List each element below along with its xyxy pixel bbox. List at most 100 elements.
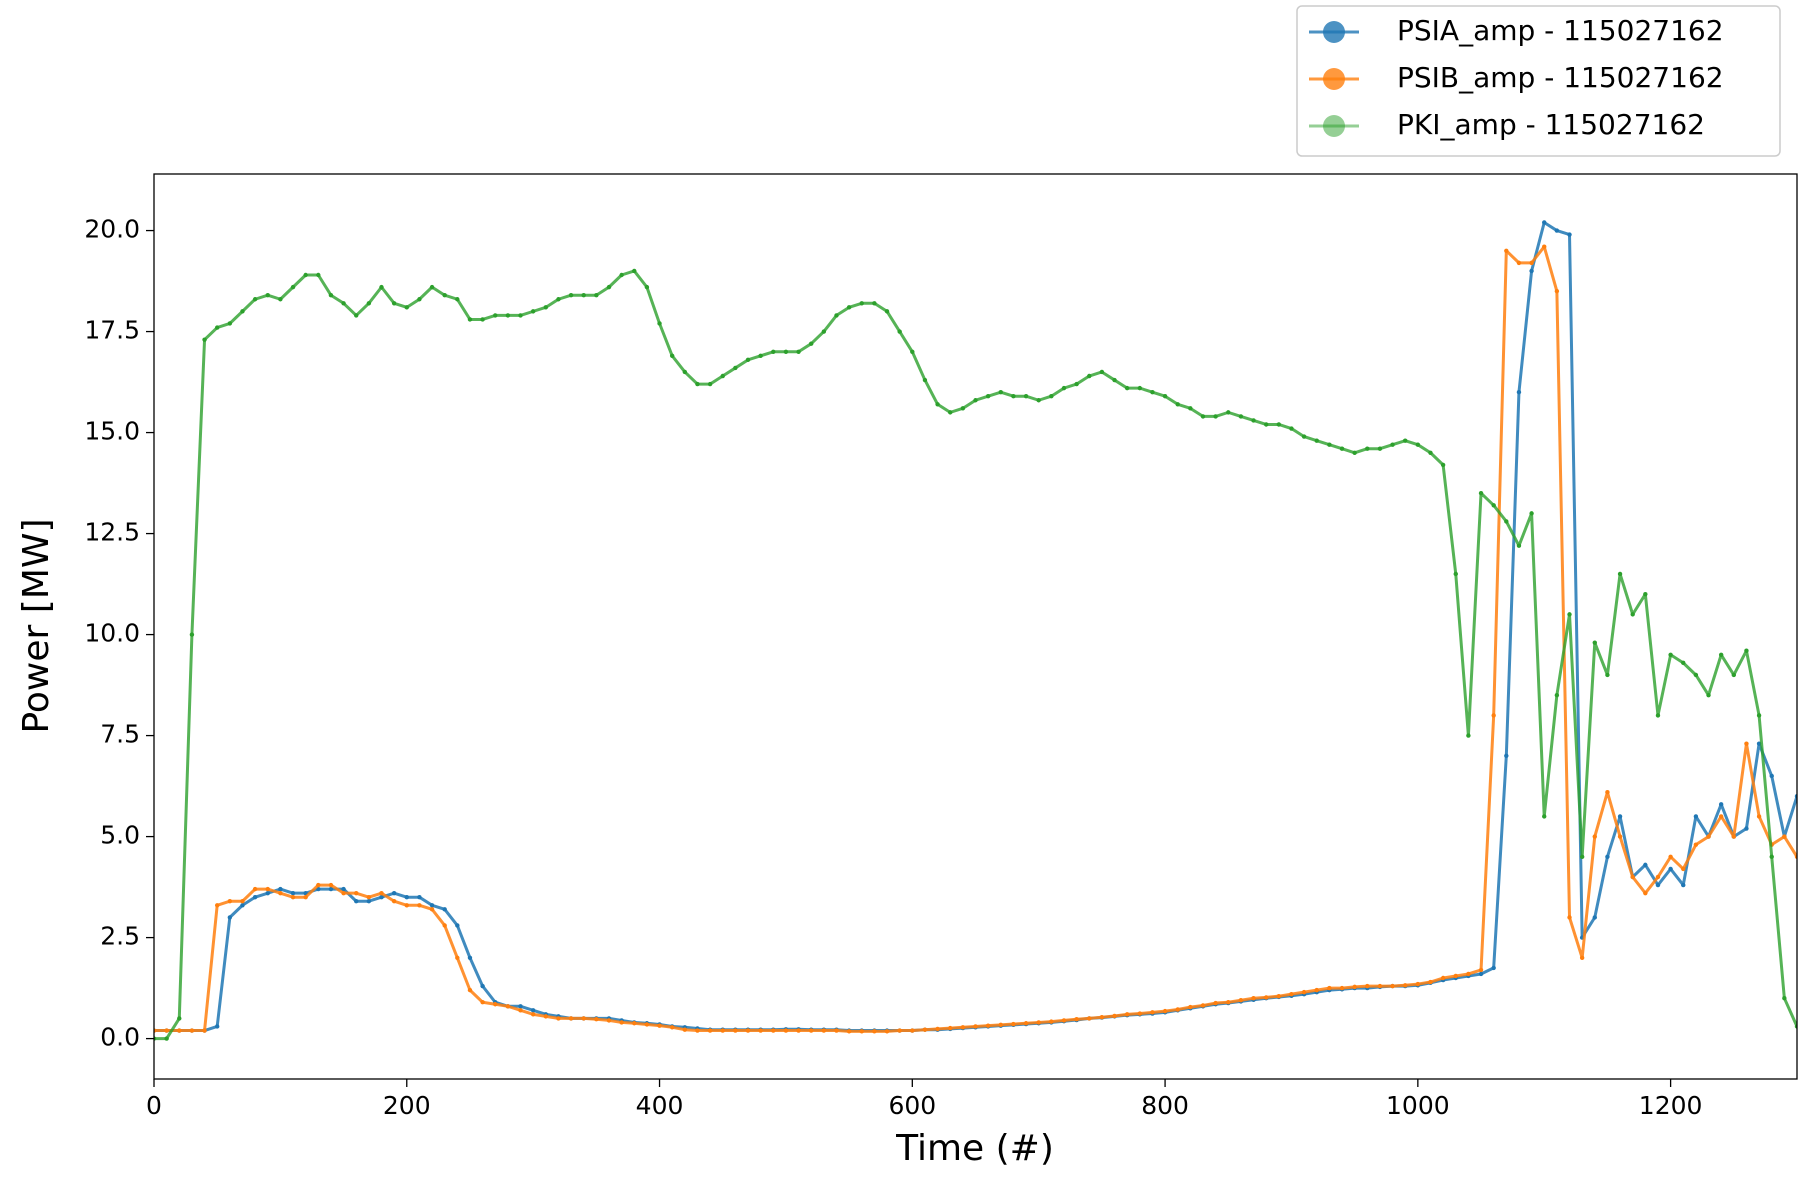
data-point — [518, 1004, 523, 1009]
data-point — [1036, 398, 1041, 403]
data-point — [935, 1026, 940, 1032]
data-point — [1744, 741, 1749, 746]
data-point — [1668, 866, 1673, 872]
data-point — [707, 1028, 713, 1033]
data-point — [1124, 1012, 1130, 1017]
data-point — [985, 1023, 991, 1028]
data-point — [1175, 402, 1180, 407]
data-point — [530, 1008, 536, 1013]
data-point — [1314, 438, 1319, 443]
data-point — [1630, 612, 1635, 617]
data-point — [1415, 442, 1421, 447]
data-point — [745, 357, 751, 363]
data-point — [303, 272, 308, 278]
data-point — [960, 1025, 966, 1030]
data-point — [1605, 854, 1610, 859]
data-point — [1693, 814, 1699, 819]
data-point — [606, 1018, 612, 1023]
data-point — [1011, 394, 1016, 399]
x-tick-label: 200 — [383, 1091, 431, 1120]
data-point — [493, 313, 498, 318]
data-point — [1567, 915, 1572, 920]
data-point — [265, 890, 270, 896]
data-point — [1605, 672, 1610, 678]
data-point — [290, 284, 296, 290]
x-axis-label: Time (#) — [895, 1128, 1054, 1169]
data-point — [480, 1000, 485, 1005]
data-point — [189, 1028, 195, 1033]
data-point — [328, 293, 334, 298]
data-point — [771, 349, 776, 354]
data-point — [202, 1028, 207, 1033]
y-tick-label: 12.5 — [84, 518, 140, 547]
data-point — [859, 301, 864, 306]
data-point — [606, 284, 612, 290]
data-point — [1415, 981, 1421, 987]
data-point — [1276, 993, 1282, 999]
x-tick-label: 0 — [146, 1091, 162, 1120]
data-point — [252, 894, 258, 900]
data-point — [1681, 660, 1686, 666]
data-point — [1668, 854, 1673, 859]
y-tick-label: 15.0 — [84, 417, 140, 446]
data-point — [341, 886, 346, 892]
data-point — [922, 1027, 928, 1032]
x-tick-label: 1200 — [1639, 1091, 1703, 1120]
data-point — [379, 890, 384, 896]
data-point — [442, 907, 447, 912]
data-point — [1554, 228, 1560, 233]
data-point — [442, 293, 447, 298]
data-point — [1529, 260, 1534, 266]
data-point — [1023, 1021, 1029, 1026]
data-point — [1567, 612, 1572, 617]
data-point — [518, 313, 523, 318]
data-point — [1478, 971, 1484, 977]
y-tick-label: 5.0 — [100, 821, 140, 850]
data-point — [707, 381, 713, 387]
data-point — [1276, 422, 1282, 427]
data-point — [872, 301, 877, 306]
data-point — [1491, 965, 1496, 971]
data-point — [1263, 422, 1269, 427]
data-point — [1390, 983, 1395, 989]
data-point — [366, 894, 372, 900]
data-point — [189, 632, 195, 637]
legend-label: PKI_amp - 115027162 — [1397, 108, 1705, 141]
data-point — [227, 321, 233, 326]
data-point — [1200, 414, 1206, 419]
data-point — [783, 1028, 789, 1033]
x-tick-label: 1000 — [1386, 1091, 1450, 1120]
data-point — [442, 923, 447, 928]
data-point — [998, 389, 1003, 395]
data-point — [1124, 385, 1130, 391]
data-point — [303, 894, 308, 900]
data-point — [316, 272, 321, 278]
data-point — [771, 1028, 776, 1033]
data-point — [328, 886, 334, 892]
data-point — [745, 1028, 751, 1033]
data-point — [391, 301, 397, 306]
data-point — [733, 365, 738, 371]
plot-area — [154, 220, 1797, 1041]
data-point — [1352, 984, 1357, 990]
data-point — [619, 1020, 624, 1025]
data-point — [1478, 490, 1484, 496]
data-point — [568, 1016, 574, 1021]
data-point — [720, 373, 725, 379]
data-point — [379, 894, 384, 900]
data-point — [935, 402, 940, 407]
data-point — [594, 1017, 599, 1022]
data-point — [1782, 995, 1787, 1001]
data-point — [1112, 1013, 1117, 1019]
data-point — [1087, 1016, 1092, 1021]
data-point — [366, 301, 372, 306]
data-point — [265, 886, 270, 892]
data-point — [1175, 1007, 1180, 1012]
y-tick-label: 7.5 — [100, 720, 140, 749]
data-point — [1150, 389, 1155, 395]
data-point — [1466, 971, 1471, 977]
data-point — [922, 377, 928, 383]
data-point — [1188, 406, 1193, 411]
legend-marker — [1323, 21, 1345, 43]
data-point — [973, 1024, 978, 1029]
